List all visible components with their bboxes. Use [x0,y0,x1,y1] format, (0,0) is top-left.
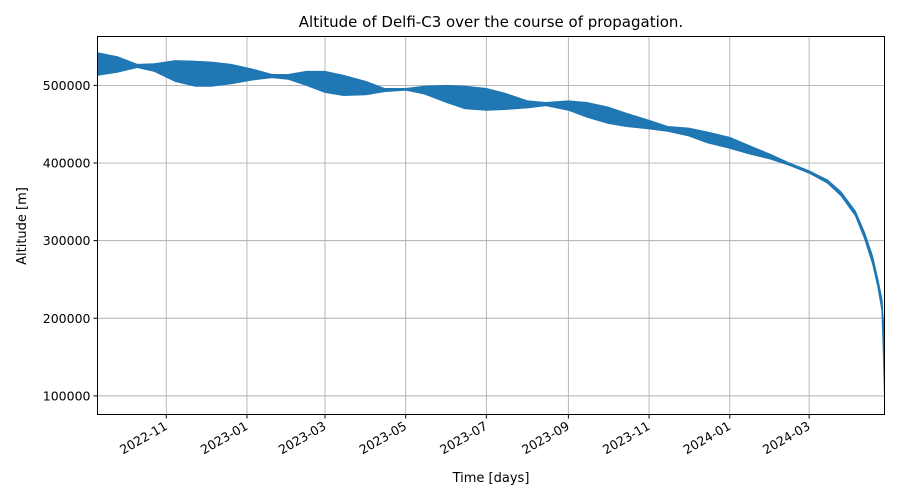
x-tick-label: 2023-03 [276,418,329,457]
x-axis-ticks: 2022-11 2023-01 2023-03 2023-05 2023-07 2023-… [117,414,813,457]
data-layer [97,52,885,396]
y-axis-ticks: 100000 200000 300000 400000 500000 [43,78,98,403]
x-tick-label: 2023-01 [198,418,251,457]
x-tick-label: 2024-01 [681,418,734,457]
grid-lines [97,36,885,415]
altitude-band [97,52,885,396]
x-tick-label: 2023-05 [356,418,409,457]
y-tick-label: 200000 [43,311,91,326]
y-tick-label: 500000 [43,78,91,93]
y-axis-label: Altitude [m] [15,187,30,265]
x-tick-label: 2024-03 [760,418,813,457]
y-tick-label: 400000 [43,156,91,171]
x-tick-label: 2023-11 [600,418,653,457]
y-tick-label: 300000 [43,233,91,248]
chart-title: Altitude of Delfi-C3 over the course of … [299,13,683,31]
x-axis-label: Time [days] [452,471,530,486]
x-tick-label: 2023-07 [437,418,490,457]
plot-frame [97,36,885,415]
y-tick-label: 100000 [43,388,91,403]
x-tick-label: 2022-11 [117,418,170,457]
x-tick-label: 2023-09 [519,418,572,457]
